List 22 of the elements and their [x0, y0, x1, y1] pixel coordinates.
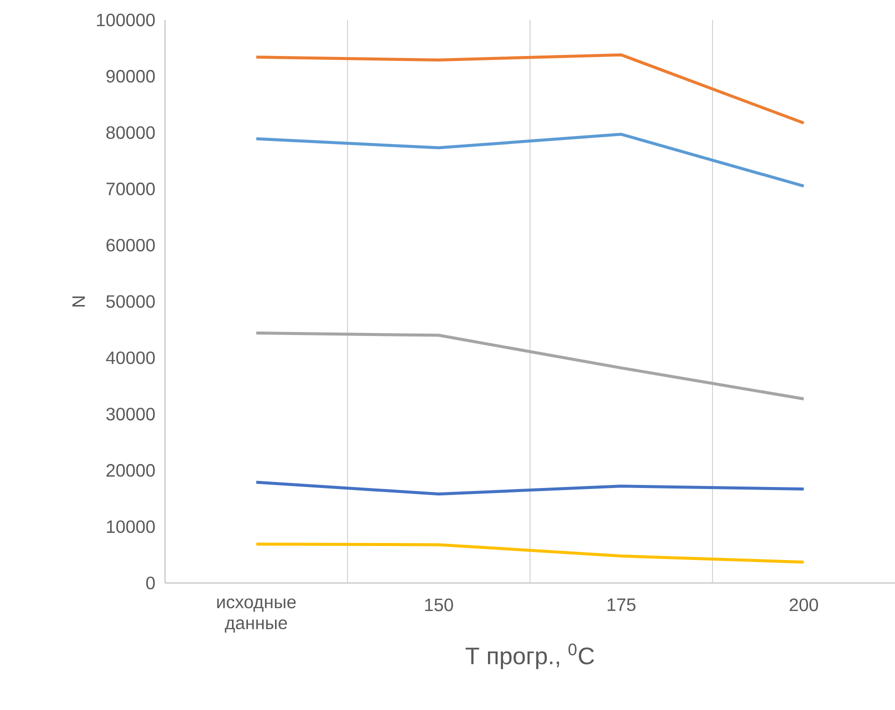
y-tick-label: 20000: [106, 464, 155, 477]
y-tick-label: 100000: [97, 14, 155, 26]
line-series: [254, 480, 806, 496]
y-tick-label: 90000: [106, 70, 155, 83]
y-tick-label: 10000: [106, 520, 155, 534]
x-tick-label: 175: [608, 598, 636, 612]
y-tick-label: 70000: [106, 182, 155, 196]
y-tick-label: 50000: [106, 295, 155, 308]
x-tick-label: 150: [425, 598, 454, 612]
line-series: [254, 332, 806, 400]
y-tick-label: 80000: [106, 126, 155, 139]
line-series: [254, 542, 806, 564]
line-series: [254, 53, 806, 125]
x-tick-label: исходные данные: [217, 598, 296, 633]
y-tick-label: 0: [146, 576, 155, 590]
line-series: [254, 132, 806, 188]
y-tick-label: 40000: [106, 351, 155, 364]
x-tick-label: 200: [790, 598, 818, 612]
y-tick-label: 60000: [106, 238, 155, 252]
y-tick-label: 30000: [106, 408, 155, 420]
x-axis-title: T прогр., $^{0}$C: [466, 644, 594, 670]
y-axis-title: N: [72, 296, 85, 307]
